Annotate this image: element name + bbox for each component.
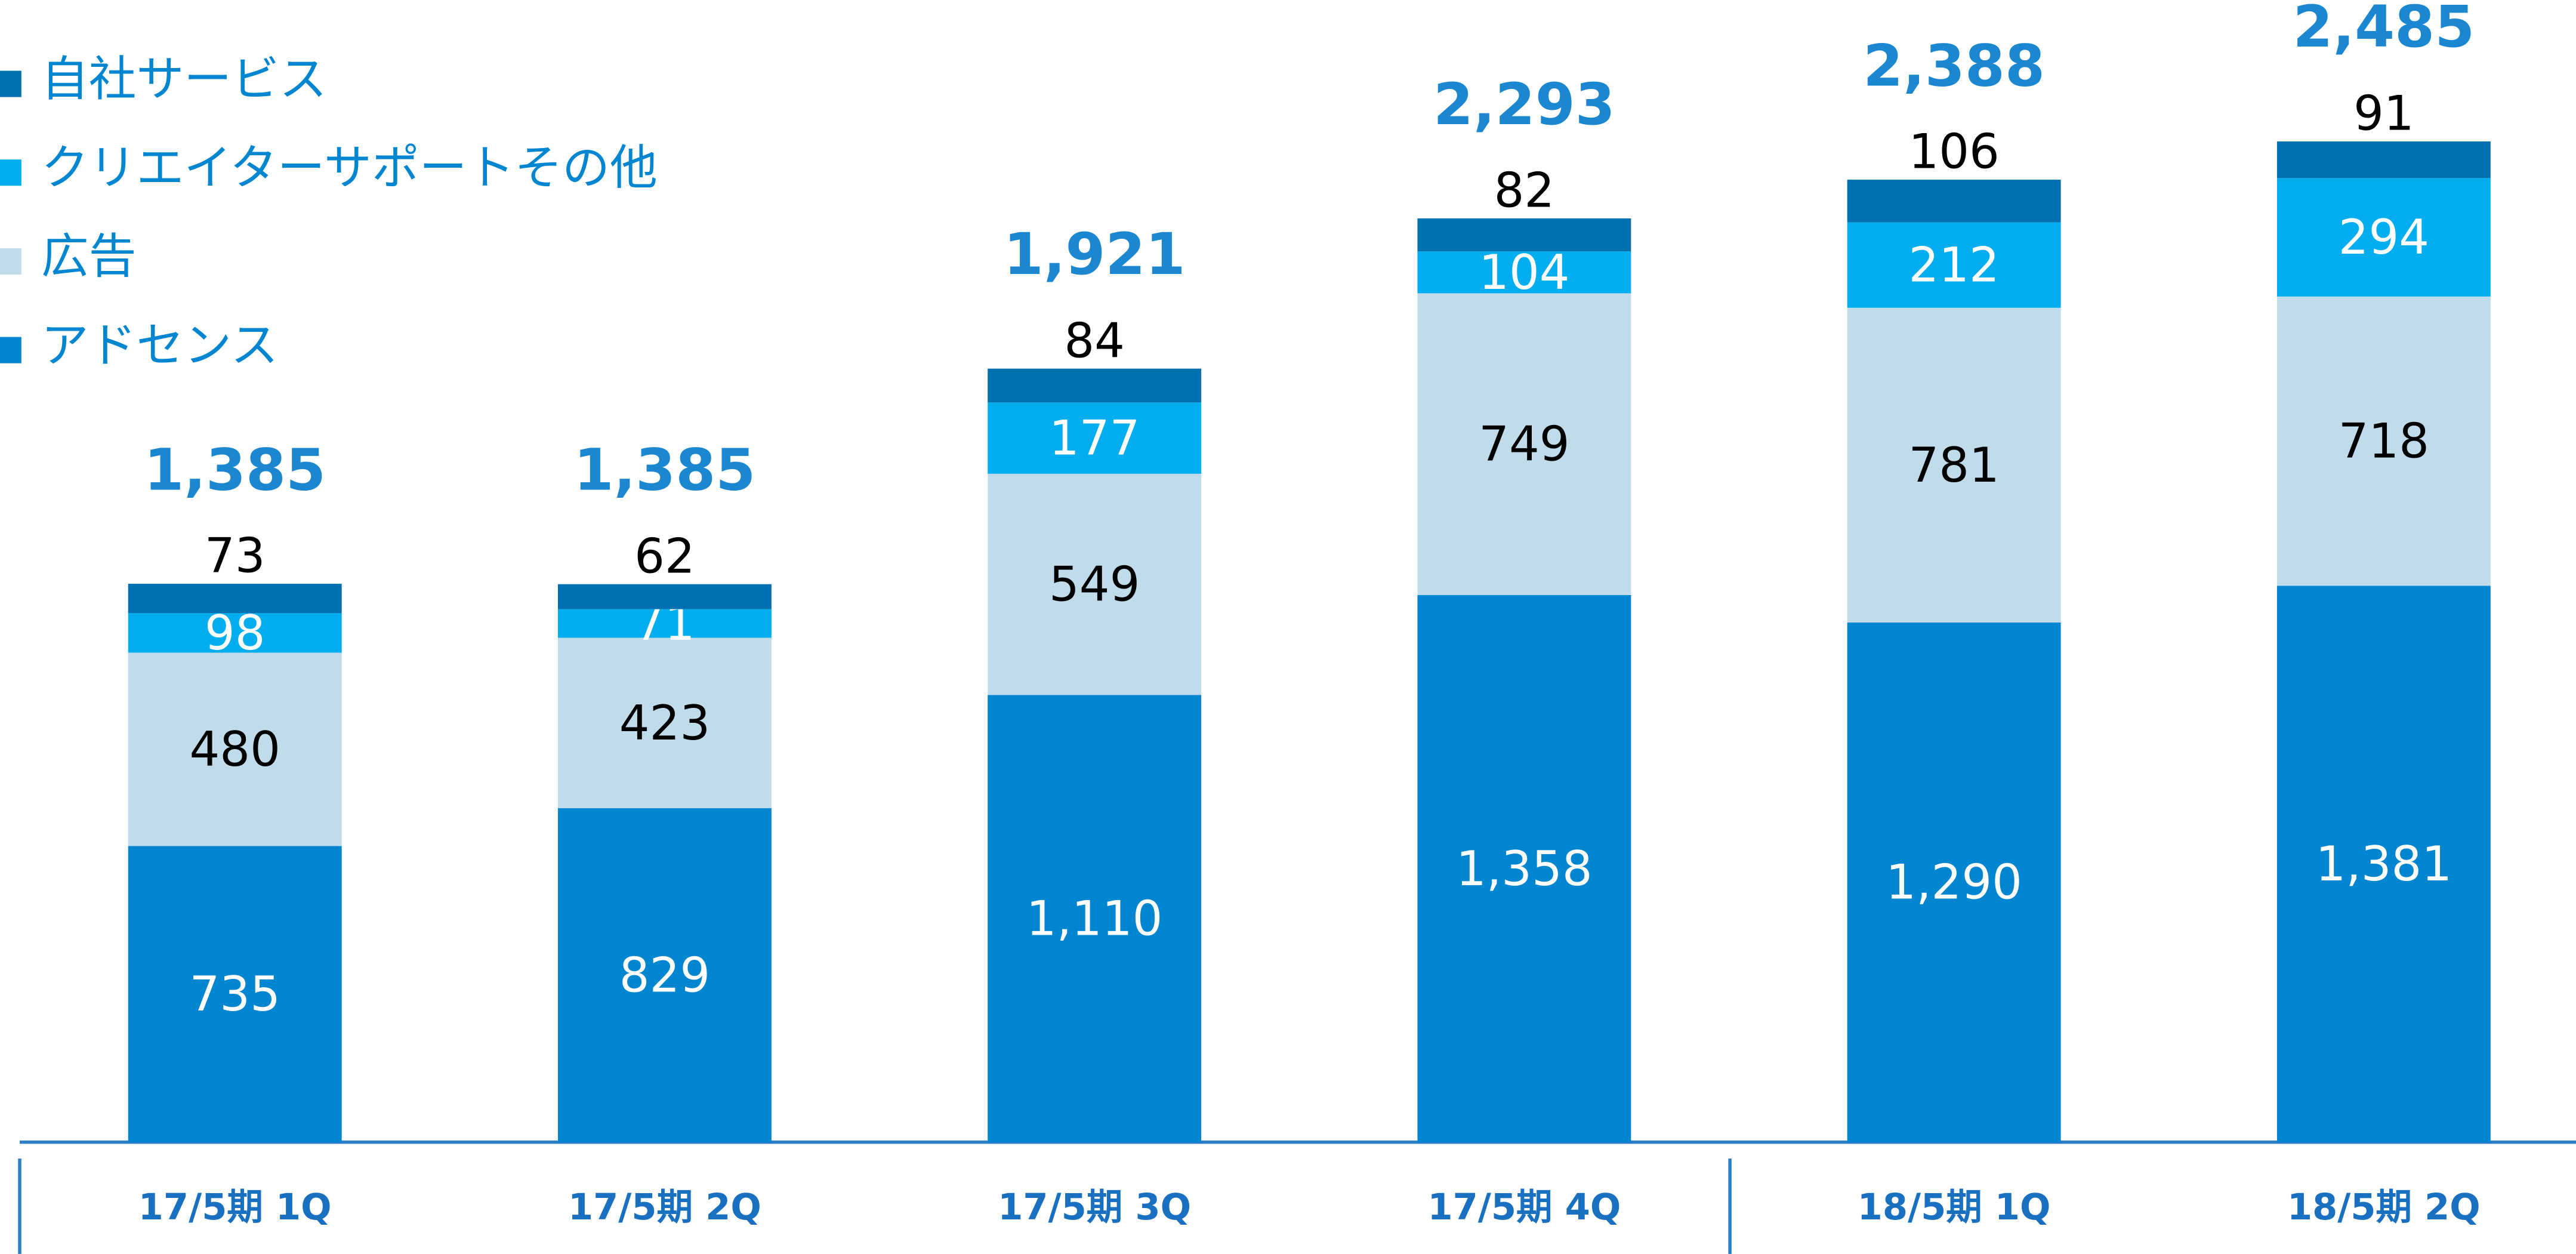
- value-label: 549: [1049, 557, 1140, 612]
- bar-segment: [1847, 180, 2061, 223]
- bar-segment: [128, 652, 342, 846]
- value-label: 82: [1494, 163, 1555, 218]
- bar-segment: [988, 368, 1202, 403]
- x-tick-label: 18/5期 2Q: [2287, 1187, 2481, 1228]
- legend-label: クリエイターサポートその他: [41, 140, 658, 195]
- bar-segment: [2276, 141, 2491, 178]
- bar-segment: [128, 584, 342, 614]
- bar-segment: [1847, 222, 2061, 308]
- value-label: 718: [2339, 414, 2429, 469]
- legend-swatch: [0, 248, 21, 275]
- legend-label: 自社サービス: [41, 51, 327, 107]
- bar-segment: [557, 808, 772, 1142]
- bar-segment: [2276, 586, 2491, 1142]
- legend-swatch: [0, 70, 21, 97]
- value-label: 829: [619, 947, 710, 1003]
- bar-segment: [988, 473, 1202, 695]
- value-label: 480: [190, 722, 280, 777]
- x-tick-label: 17/5期 4Q: [1428, 1187, 1621, 1228]
- bar-segment: [1847, 622, 2061, 1142]
- x-tick-label: 17/5期 2Q: [568, 1187, 761, 1228]
- total-label: 2,485: [2293, 0, 2475, 60]
- bar-segment: [2276, 178, 2491, 297]
- total-label: 1,385: [144, 437, 326, 504]
- value-label: 73: [205, 528, 266, 584]
- total-label: 2,388: [1863, 33, 2045, 100]
- total-label: 1,385: [574, 437, 756, 504]
- bar-segment: [557, 637, 772, 809]
- bar-segment: [2276, 296, 2491, 586]
- x-tick-label: 17/5期 1Q: [138, 1187, 332, 1228]
- bar-segment: [1847, 307, 2061, 623]
- legend-swatch: [0, 159, 21, 186]
- value-label: 104: [1479, 245, 1569, 300]
- value-label: 212: [1908, 238, 1999, 293]
- bar-segment: [557, 584, 772, 609]
- value-label: 106: [1908, 124, 1999, 180]
- legend-swatch: [0, 337, 21, 363]
- value-label: 1,381: [2316, 836, 2452, 892]
- value-label: 735: [190, 966, 280, 1022]
- value-label: 91: [2353, 86, 2414, 141]
- value-label: 749: [1479, 417, 1569, 472]
- value-label: 1,358: [1456, 841, 1593, 896]
- total-label: 2,293: [1433, 71, 1615, 138]
- legend-label: 広告: [41, 229, 137, 284]
- x-tick-label: 18/5期 1Q: [1858, 1187, 2051, 1228]
- value-label: 1,290: [1886, 855, 2022, 910]
- value-label: 84: [1064, 313, 1125, 368]
- value-label: 294: [2339, 209, 2429, 265]
- bar-segment: [1417, 293, 1631, 595]
- legend-label: アドセンス: [41, 318, 279, 373]
- bar-segment: [128, 613, 342, 653]
- bar-segment: [988, 695, 1202, 1142]
- bar-segment: [1417, 218, 1631, 252]
- bar-segment: [1417, 251, 1631, 294]
- bar-segment: [1417, 594, 1631, 1142]
- value-label: 62: [634, 528, 695, 584]
- value-label: 781: [1908, 437, 1999, 493]
- value-label: 98: [205, 605, 266, 661]
- bar-segment: [557, 609, 772, 638]
- total-label: 1,921: [1004, 221, 1186, 288]
- bar-segment: [988, 402, 1202, 474]
- value-label: 1,110: [1026, 891, 1163, 946]
- value-label: 177: [1049, 411, 1140, 466]
- bar-segment: [128, 846, 342, 1142]
- x-tick-label: 17/5期 3Q: [998, 1187, 1191, 1228]
- value-label: 423: [619, 695, 710, 751]
